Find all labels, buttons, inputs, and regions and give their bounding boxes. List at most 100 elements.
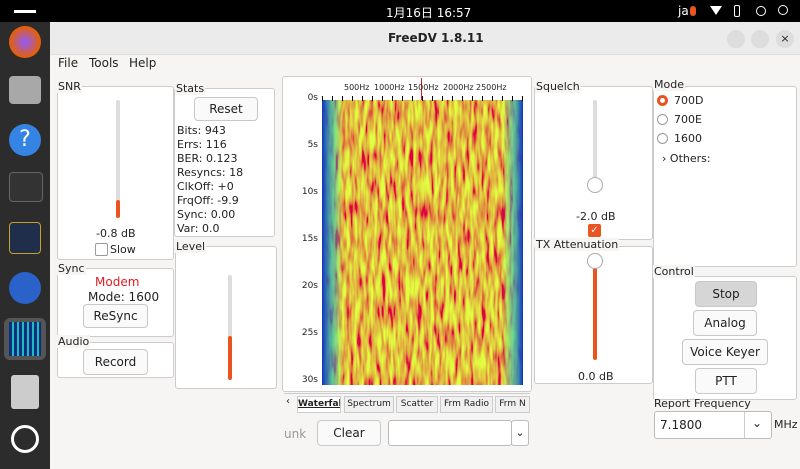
time-label: 25s xyxy=(301,328,318,338)
slow-checkbox[interactable] xyxy=(95,243,108,256)
sync-mode: Mode: 1600 xyxy=(88,290,160,304)
radio[interactable] xyxy=(657,114,668,125)
control-label: Control xyxy=(653,265,695,278)
mode-option[interactable]: 700E xyxy=(674,113,702,126)
snr-track xyxy=(116,100,120,218)
snr-label: SNR xyxy=(57,80,82,93)
mode-label: Mode xyxy=(653,78,685,91)
stat-line: ClkOff: +0 xyxy=(177,180,234,193)
frequency-unit: MHz xyxy=(774,418,798,431)
frequency-divider xyxy=(744,412,745,438)
time-label: 5s xyxy=(307,140,318,150)
freq-label: 500Hz xyxy=(344,83,370,92)
title-bar xyxy=(50,22,800,55)
mode-option[interactable]: 700D xyxy=(674,94,704,107)
apps-icon[interactable] xyxy=(11,425,39,453)
top-bar xyxy=(0,0,800,22)
volume-icon[interactable] xyxy=(756,6,766,16)
mic-icon[interactable] xyxy=(690,6,696,16)
record-button[interactable]: Record xyxy=(83,349,148,375)
sync-status: Modem xyxy=(95,275,140,289)
level-bar xyxy=(228,336,232,380)
monitor-icon[interactable] xyxy=(9,222,41,254)
freedv-icon[interactable] xyxy=(9,322,41,356)
minimize-button[interactable] xyxy=(727,30,745,48)
squelch-value: -2.0 dB xyxy=(576,210,616,223)
window-title: FreeDV 1.8.11 xyxy=(388,31,484,45)
time-label: 30s xyxy=(301,375,318,385)
freq-label: 1000Hz xyxy=(374,83,405,92)
time-label: 15s xyxy=(301,234,318,244)
control-button[interactable]: PTT xyxy=(695,368,757,394)
bluetooth-icon[interactable] xyxy=(734,5,740,17)
radio[interactable] xyxy=(657,133,668,144)
input-method[interactable]: ja xyxy=(678,4,689,18)
menu-tools[interactable]: Tools xyxy=(89,56,119,70)
menu-help[interactable]: Help xyxy=(129,56,157,70)
firefox-icon[interactable] xyxy=(9,26,41,58)
squelch-track xyxy=(593,100,597,185)
wifi-icon[interactable] xyxy=(710,6,722,15)
control-button[interactable]: Stop xyxy=(695,281,757,307)
help-icon[interactable]: ? xyxy=(9,124,41,156)
others-label[interactable]: Others: xyxy=(669,152,711,165)
squelch-checkbox[interactable]: ✓ xyxy=(588,224,601,237)
activities[interactable] xyxy=(14,10,36,13)
level-label: Level xyxy=(175,240,207,253)
tab[interactable]: Frm N xyxy=(495,396,530,413)
squelch-thumb[interactable] xyxy=(587,177,603,193)
frequency-value[interactable]: 7.1800 xyxy=(660,418,702,432)
terminal-icon[interactable] xyxy=(9,172,43,202)
freq-marker xyxy=(421,78,422,100)
time-label: 10s xyxy=(301,187,318,197)
clear-button[interactable]: Clear xyxy=(317,420,381,446)
control-button[interactable]: Analog xyxy=(693,310,757,336)
compass-icon[interactable] xyxy=(9,272,41,304)
tab[interactable]: Spectrum xyxy=(344,396,394,413)
audio-label: Audio xyxy=(57,335,91,348)
stat-line: Errs: 116 xyxy=(177,138,227,151)
mode-group xyxy=(653,86,797,267)
callsign: unk xyxy=(284,427,307,441)
squelch-label: Squelch xyxy=(535,80,581,93)
control-button[interactable]: Voice Keyer xyxy=(682,339,768,365)
stat-line: Sync: 0.00 xyxy=(177,208,236,221)
slow-label[interactable]: Slow xyxy=(110,243,136,256)
time-label: 0s xyxy=(307,93,318,103)
snr-value: -0.8 dB xyxy=(96,227,136,240)
stats-label: Stats xyxy=(175,82,206,95)
radio[interactable] xyxy=(657,95,668,106)
power-icon[interactable] xyxy=(778,5,788,15)
stat-line: BER: 0.123 xyxy=(177,152,238,165)
freq-label: 2500Hz xyxy=(476,83,507,92)
trash-icon[interactable] xyxy=(11,375,39,409)
tab[interactable]: Scatter xyxy=(396,396,438,413)
waterfall xyxy=(322,100,523,385)
tx-thumb[interactable] xyxy=(587,253,603,269)
frequency-input[interactable] xyxy=(654,411,772,439)
text-dropdown[interactable]: ⌄ xyxy=(511,420,529,446)
maximize-button[interactable] xyxy=(751,30,769,48)
reset-button[interactable]: Reset xyxy=(194,97,258,121)
tab[interactable]: Frm Radio xyxy=(440,396,493,413)
tab-scroll-left[interactable]: ‹ xyxy=(286,396,290,407)
stat-line: Bits: 943 xyxy=(177,124,226,137)
waterfall-edges xyxy=(322,100,523,385)
close-button[interactable]: × xyxy=(776,30,794,48)
freq-label: 2000Hz xyxy=(443,83,474,92)
others-expander[interactable]: › Others: xyxy=(662,152,711,165)
mode-option[interactable]: 1600 xyxy=(674,132,702,145)
files-icon[interactable] xyxy=(9,76,41,104)
sync-label: Sync xyxy=(57,262,86,275)
text-input[interactable] xyxy=(388,420,512,446)
resync-button[interactable]: ReSync xyxy=(83,304,148,328)
tab[interactable]: Waterfall xyxy=(297,396,341,413)
frequency-dropdown[interactable]: ⌄ xyxy=(752,416,763,430)
tx-bar xyxy=(593,260,597,360)
clock[interactable]: 1月16日 16:57 xyxy=(386,6,472,20)
report-frequency-label: Report Frequency xyxy=(654,397,751,410)
tab-bar xyxy=(284,393,530,414)
menu-file[interactable]: File xyxy=(58,56,79,70)
stat-line: Resyncs: 18 xyxy=(177,166,244,179)
